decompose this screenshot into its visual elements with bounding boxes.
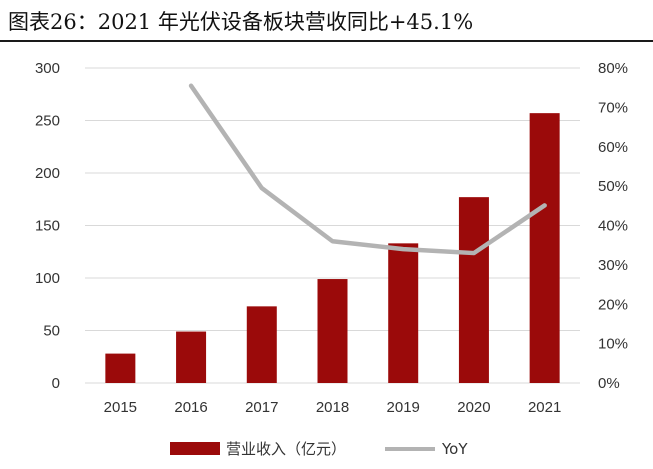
bar-2021 [529, 113, 560, 384]
left-tick-label: 50 [43, 323, 60, 340]
x-axis-ticks: 2015 2016 2017 2018 2019 2020 2021 [104, 399, 562, 416]
right-tick-label: 20% [598, 296, 628, 313]
x-tick-label: 2016 [174, 399, 207, 416]
right-tick-label: 40% [598, 218, 628, 235]
bar-2016 [176, 331, 207, 383]
yoy-line [188, 83, 547, 256]
x-tick-label: 2020 [457, 399, 490, 416]
title-rule [0, 40, 653, 42]
right-tick-label: 10% [598, 336, 628, 353]
bar-2018 [317, 279, 348, 383]
left-axis-ticks: 0 50 100 150 200 250 300 [35, 60, 60, 392]
legend-bar-swatch [170, 442, 220, 455]
bar-2020 [458, 197, 489, 383]
right-tick-label: 80% [598, 60, 628, 77]
bar-2015 [105, 353, 136, 383]
legend-bar-label: 营业收入（亿元） [226, 440, 346, 458]
x-tick-label: 2019 [387, 399, 420, 416]
x-tick-label: 2015 [104, 399, 137, 416]
right-tick-label: 60% [598, 139, 628, 156]
bar-series [105, 113, 560, 384]
right-tick-label: 70% [598, 99, 628, 116]
x-tick-label: 2021 [528, 399, 561, 416]
x-tick-label: 2018 [316, 399, 349, 416]
x-tick-label: 2017 [245, 399, 278, 416]
left-tick-label: 200 [35, 165, 60, 182]
left-tick-label: 300 [35, 60, 60, 77]
left-tick-label: 100 [35, 270, 60, 287]
chart-title: 图表26：2021 年光伏设备板块营收同比+45.1% [8, 10, 474, 34]
bar-2017 [246, 306, 277, 383]
legend: 营业收入（亿元） YoY [170, 440, 468, 458]
yoy-line-series [188, 83, 547, 256]
right-tick-label: 30% [598, 257, 628, 274]
gridlines [85, 67, 580, 384]
left-tick-label: 250 [35, 113, 60, 130]
right-tick-label: 0% [598, 375, 620, 392]
right-axis-ticks: 0% 10% 20% 30% 40% 50% 60% 70% 80% [598, 60, 628, 392]
right-tick-label: 50% [598, 178, 628, 195]
bar-2019 [388, 243, 419, 383]
legend-line-label: YoY [441, 440, 468, 458]
left-tick-label: 150 [35, 218, 60, 235]
left-tick-label: 0 [52, 375, 60, 392]
